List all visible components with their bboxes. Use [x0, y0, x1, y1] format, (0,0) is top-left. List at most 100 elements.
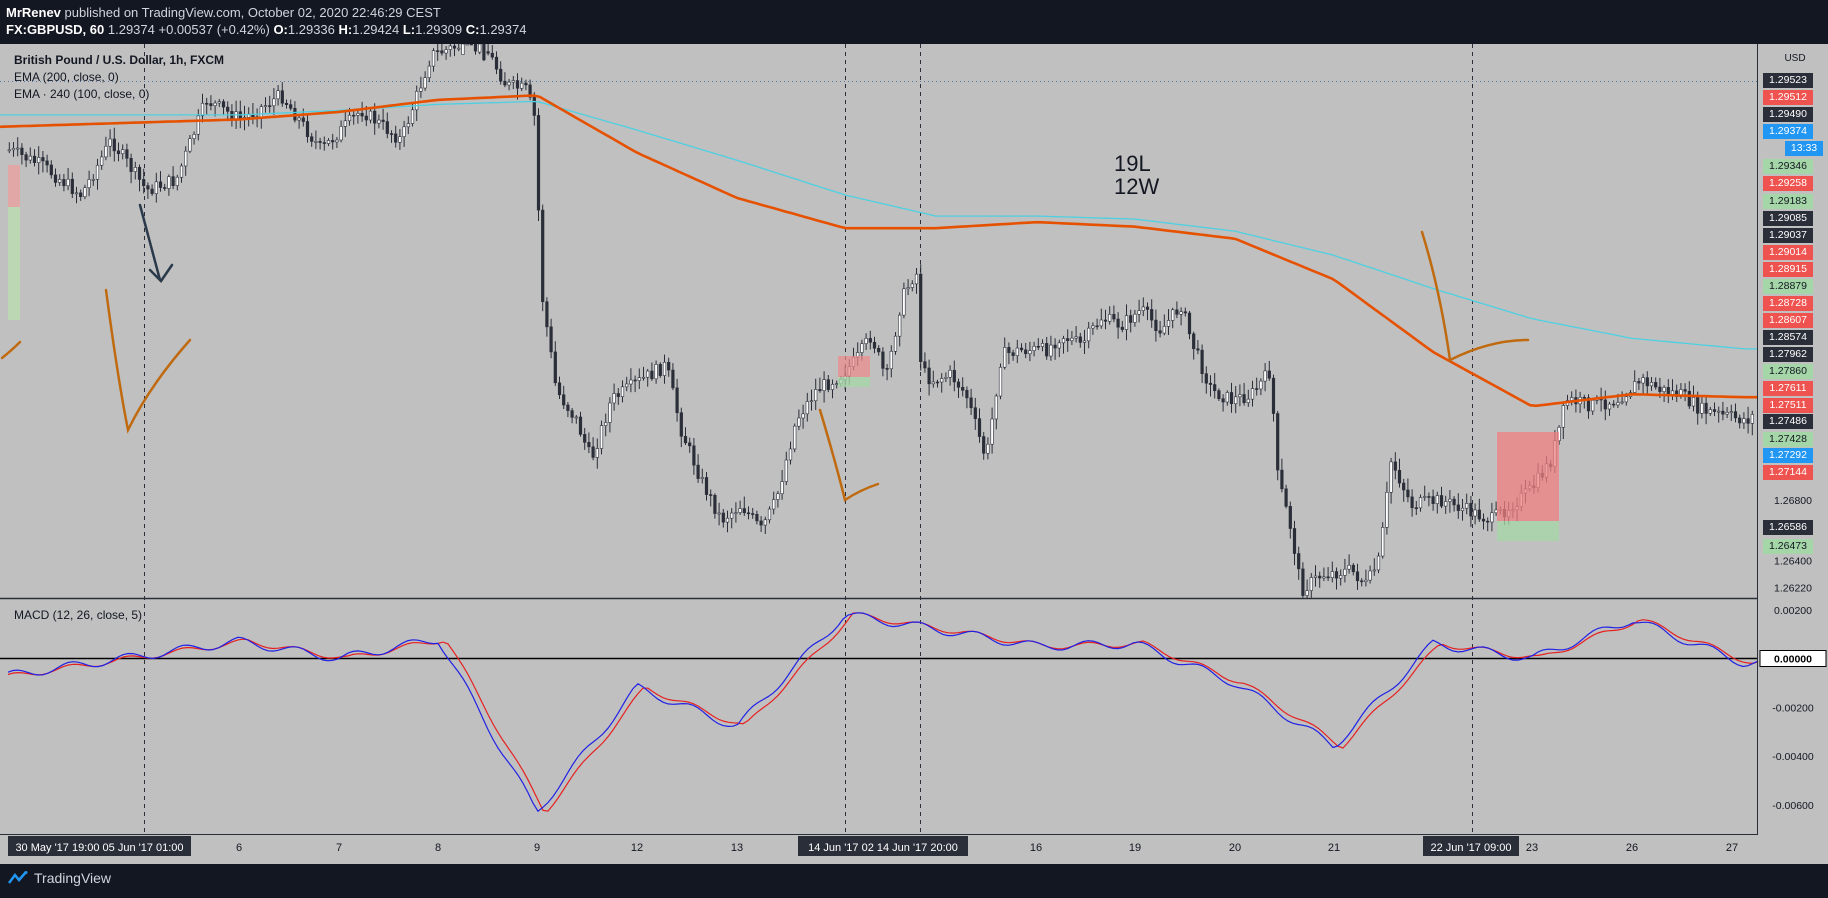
candle-body [1078, 336, 1082, 343]
author[interactable]: MrRenev [6, 5, 61, 20]
position-box-target [1497, 521, 1559, 541]
candle-body [1238, 394, 1242, 398]
price-axis-label[interactable]: 1.29523 [1763, 73, 1813, 88]
symbol[interactable]: FX:GBPUSD, 60 [6, 22, 105, 37]
legend-ema-100: EMA · 240 (100, close, 0) [14, 87, 149, 101]
candle-body [1612, 403, 1616, 406]
candle-body [1137, 310, 1141, 315]
candle-body [557, 382, 562, 396]
candle-body [352, 114, 356, 117]
price-axis-label[interactable]: 1.26473 [1763, 539, 1813, 554]
price-axis-label[interactable]: 1.27860 [1763, 364, 1813, 379]
open-value: 1.29336 [287, 22, 335, 37]
price-axis-label[interactable]: 1.27292 [1763, 448, 1813, 463]
candle-body [776, 493, 780, 500]
price-axis-label[interactable]: 1.27144 [1763, 465, 1813, 480]
candle-body [465, 43, 469, 46]
candle-body [66, 178, 70, 187]
candle-body [1448, 498, 1452, 502]
price-axis-label[interactable]: 1.29512 [1763, 90, 1813, 105]
candle-body [95, 164, 100, 180]
candle-body [297, 117, 301, 121]
price-axis-label[interactable]: 1.29085 [1763, 211, 1813, 226]
candle-body [28, 155, 32, 161]
candle-body [1704, 402, 1708, 414]
price-axis-label[interactable]: 1.27611 [1763, 381, 1813, 396]
macd-pane[interactable] [0, 612, 1759, 813]
candle-body [1049, 344, 1053, 357]
price-axis-label[interactable]: 1.29037 [1763, 228, 1813, 243]
candle-body [1591, 400, 1595, 412]
time-axis-box [8, 836, 191, 856]
price-axis-label[interactable]: 1.29346 [1763, 159, 1813, 174]
price-axis-label[interactable]: 1.29490 [1763, 107, 1813, 122]
candle-body [780, 481, 784, 495]
price-pane[interactable] [0, 40, 1758, 834]
candle-body [704, 477, 709, 495]
candle-body [746, 512, 751, 515]
legend-title: British Pound / U.S. Dollar, 1h, FXCM [14, 53, 224, 67]
candle-body [276, 90, 280, 100]
price-axis-label[interactable]: 1.28915 [1763, 262, 1813, 277]
candle-body [125, 149, 129, 159]
candle-body [339, 126, 343, 141]
symbol-line: FX:GBPUSD, 60 1.29374 +0.00537 (+0.42%) … [6, 22, 526, 37]
candle-body [1570, 397, 1574, 401]
price-axis-label[interactable]: 1.26586 [1763, 520, 1813, 535]
candle-body [1133, 313, 1137, 323]
candle-body [923, 361, 927, 369]
candle-body [797, 417, 801, 427]
candle-body [452, 45, 457, 49]
candle-body [1187, 312, 1192, 335]
price-axis-label[interactable]: 13:33 [1785, 141, 1823, 156]
candle-body [1393, 461, 1397, 471]
candle-body [1708, 409, 1712, 414]
price-axis-label[interactable]: 1.29014 [1763, 245, 1813, 260]
candle-body [461, 43, 465, 55]
price-axis-label[interactable]: 1.27428 [1763, 432, 1813, 447]
price-axis-label[interactable]: 1.29374 [1763, 124, 1813, 139]
candle-body [599, 425, 604, 449]
candle-body [385, 121, 389, 134]
price-axis-label[interactable]: 1.27486 [1763, 414, 1813, 429]
candle-body [1742, 418, 1746, 424]
currency-label[interactable]: USD [1784, 53, 1805, 64]
candle-body [507, 81, 511, 86]
candle-body [809, 400, 814, 403]
candle-body [524, 82, 528, 86]
tradingview-brand[interactable]: TradingView [8, 870, 111, 886]
candle-body [1297, 553, 1301, 570]
price-axis-label[interactable]: 1.29183 [1763, 194, 1813, 209]
price-tick-label: 1.26220 [1774, 582, 1812, 594]
price-axis-label[interactable]: 1.27511 [1763, 398, 1813, 413]
candle-body [158, 181, 163, 188]
candle-body [940, 378, 944, 383]
candle-body [608, 402, 612, 423]
candle-body [473, 43, 478, 52]
price-axis-label[interactable]: 1.27962 [1763, 347, 1813, 362]
candle-body [1087, 327, 1091, 342]
candle-body [1175, 309, 1179, 315]
price-axis-label[interactable]: 1.29258 [1763, 176, 1813, 191]
candle-body [398, 136, 402, 143]
hand-drawn-mark [1420, 230, 1530, 362]
time-tick-label: 6 [236, 842, 242, 854]
price-axis-label[interactable]: 1.28574 [1763, 330, 1813, 345]
high-value: 1.29424 [352, 22, 400, 37]
price-axis-label[interactable]: 1.28728 [1763, 296, 1813, 311]
candle-body [570, 410, 574, 418]
candle-body [1116, 318, 1120, 328]
candle-body [906, 287, 910, 290]
price-axis-label[interactable]: 1.28879 [1763, 279, 1813, 294]
candle-body [53, 174, 58, 183]
candle-body [1364, 579, 1368, 582]
candle-body [910, 283, 914, 288]
candle-body [994, 395, 998, 420]
candle-body [1603, 399, 1607, 410]
candle-body [1162, 326, 1166, 334]
candle-body [1099, 319, 1103, 327]
price-axis-label[interactable]: 1.28607 [1763, 313, 1813, 328]
candle-body [713, 494, 717, 514]
macd-tick-label: -0.00400 [1772, 751, 1814, 763]
